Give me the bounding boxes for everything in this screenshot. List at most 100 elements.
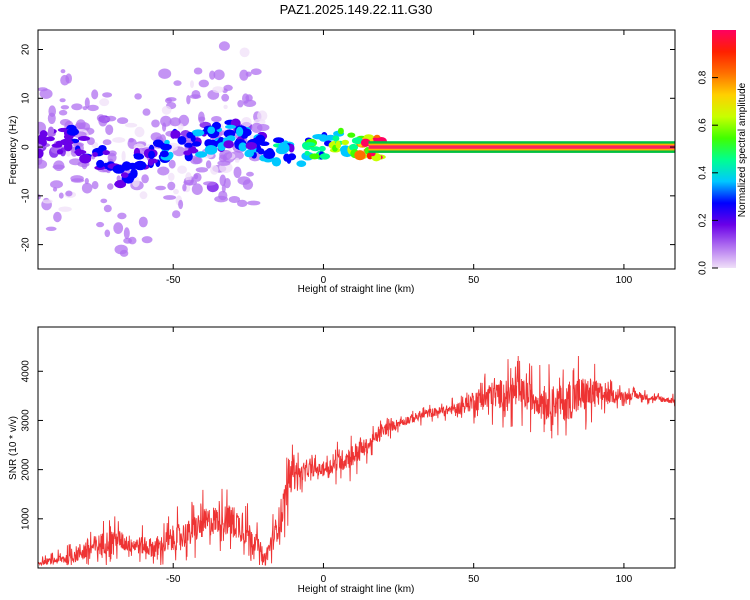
spectrogram-blob [214, 195, 229, 203]
spectrogram-y-tick-label: 10 [21, 92, 32, 104]
spectrogram-blob [81, 182, 93, 194]
snr-marks [38, 355, 675, 567]
spectrogram-core-blob [51, 143, 63, 148]
spectrogram-blob [239, 47, 250, 58]
spectrogram-blob [241, 117, 252, 128]
spectrogram-blob [239, 69, 249, 81]
spectrogram-blob [178, 114, 190, 127]
spectrogram-core-blob [159, 150, 169, 158]
spectrogram-core-blob [304, 150, 310, 156]
spectrogram-blob [246, 171, 254, 177]
spectrogram-blob [58, 109, 68, 116]
spectrogram-core-blob [318, 134, 329, 142]
spectrogram-blob [70, 175, 84, 182]
spectrogram-core-blob [204, 145, 218, 155]
spectrogram-y-tick-label: -20 [21, 237, 32, 252]
spectrogram-blob [213, 69, 225, 81]
spectrogram-core-blob [66, 127, 79, 136]
spectrogram-x-ticks: -50 0 50 100 [166, 30, 633, 286]
spectrogram-core-blob [177, 136, 187, 145]
spectrogram-core-blob [354, 150, 366, 161]
spectrogram-blob [103, 204, 112, 213]
spectrogram-blob [99, 98, 110, 107]
spectrogram-core-blob [148, 158, 154, 166]
spectrogram-blob [100, 198, 108, 204]
spectrogram-blob [65, 190, 73, 197]
spectrogram-core-blob [191, 141, 202, 147]
spectrogram-blob [210, 165, 219, 175]
spectrogram-core-blob [332, 135, 340, 142]
spectrogram-blob [134, 93, 142, 100]
spectrogram-blob [98, 115, 108, 127]
snr-y-tick-label: 3000 [21, 409, 32, 432]
spectrogram-blob [237, 176, 251, 185]
spectrogram-blob [45, 226, 57, 231]
spectrogram-core-blob [170, 130, 177, 139]
spectrogram-blob [237, 100, 244, 108]
spectrogram-blob [105, 115, 117, 122]
spectrogram-blob [84, 97, 90, 109]
spectrogram-frame [37, 29, 676, 270]
spectrogram-core-blob [226, 135, 236, 142]
spectrogram-core-blob [207, 126, 216, 134]
spectrogram-blob [42, 199, 53, 204]
colorbar-tick-label: 0.0 [698, 261, 709, 275]
spectrogram-y-tick-label: 20 [21, 44, 32, 56]
spectrogram-blob [53, 211, 62, 223]
spectrogram-core-blob [319, 153, 331, 160]
spectrogram-core-blob [363, 134, 374, 140]
snr-frame [37, 326, 676, 569]
spectrogram-core-blob [236, 126, 244, 137]
spectrogram-blob [58, 192, 64, 199]
colorbar-gradient [712, 30, 736, 268]
spectrogram-core-blob [38, 148, 44, 159]
spectrogram-core-blob [127, 162, 138, 170]
spectrogram-blob [96, 221, 105, 228]
spectrogram-core-blob [167, 151, 174, 159]
spectrogram-blob [121, 150, 126, 162]
spectrogram-blob [168, 159, 176, 169]
spectrogram-blob [123, 237, 132, 244]
spectrogram-core-blob [47, 126, 55, 136]
spectrogram-core-blob [244, 151, 252, 157]
snr-x-tick-label: 0 [321, 574, 327, 585]
spectrogram-blob [245, 71, 252, 77]
colorbar-tick-label: 0.4 [698, 165, 709, 179]
spectrogram-blob [173, 80, 182, 86]
spectrogram-core-blob [309, 153, 320, 160]
spectrogram-core-blob [77, 136, 91, 141]
spectrogram-core-blob [126, 172, 137, 180]
spectrogram-x-tick-label: 100 [616, 275, 633, 286]
spectrogram-core-blob [38, 137, 45, 144]
snr-x-tick-label: -50 [166, 574, 181, 585]
spectrogram-blob [50, 180, 63, 189]
spectrogram-blob [117, 212, 127, 220]
snr-x-ticks: -50 0 50 100 [166, 327, 633, 585]
spectrogram-blob [223, 104, 228, 110]
spectrogram-blob [242, 93, 250, 104]
snr-y-axis-label: SNR (10 * v/v) [8, 416, 19, 480]
spectrogram-core-blob [265, 148, 274, 156]
spectrogram-core-blob [92, 152, 98, 157]
spectrogram-blob [217, 160, 231, 166]
spectrogram-core-blob [223, 140, 234, 149]
spectrogram-blob [205, 160, 212, 169]
spectrogram-core-blob [148, 150, 156, 159]
spectrogram-blob [53, 160, 65, 171]
spectrogram-blob [82, 106, 88, 111]
spectrogram-core-blob [303, 142, 316, 147]
snr-y-tick-label: 2000 [21, 458, 32, 481]
spectrogram-y-ticks: -20 -10 0 10 20 [21, 44, 675, 252]
spectrogram-blob [169, 117, 181, 127]
spectrogram-blob [193, 67, 203, 75]
spectrogram-blob [163, 195, 177, 200]
spectrogram-blob [65, 73, 72, 84]
spectrogram-blob [249, 134, 255, 140]
spectrogram-y-axis-label: Frequency (Hz) [8, 116, 19, 185]
spectrogram-core-blob [318, 145, 326, 152]
spectrogram-blob [203, 181, 216, 186]
spectrogram-blob [112, 137, 126, 143]
spectrogram-y-tick-label: -10 [21, 188, 32, 203]
spectrogram-core-blob [160, 143, 172, 151]
